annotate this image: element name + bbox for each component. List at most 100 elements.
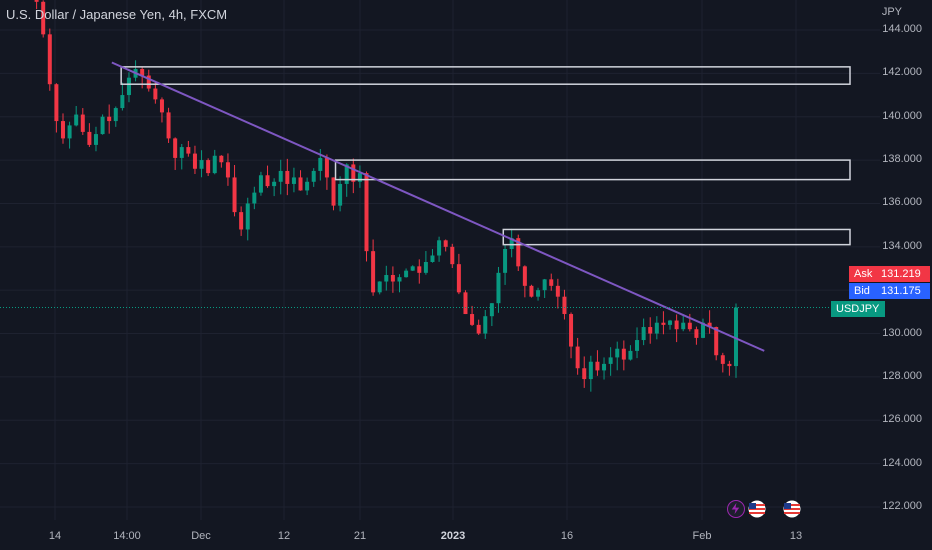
candle-body [621, 348, 626, 360]
candle-body [265, 175, 270, 187]
candle-body [192, 153, 197, 169]
candle-body [272, 181, 277, 187]
ask-price: 131.219 [876, 266, 930, 282]
price-tick-label: 136.000 [882, 196, 922, 209]
candle-body [338, 183, 343, 206]
candle-body [54, 84, 59, 122]
bid-price: 131.175 [876, 283, 930, 299]
candle-body [648, 327, 653, 334]
candle-body [668, 320, 673, 325]
candle-body [298, 177, 303, 191]
candle-body [681, 322, 686, 330]
candle-body [430, 255, 435, 262]
candle-body [569, 314, 574, 347]
lightning-icon[interactable] [727, 500, 745, 518]
candle-body [615, 348, 620, 358]
resistance-zone [334, 159, 851, 181]
resistance-zone [502, 228, 851, 246]
candle-body [608, 357, 613, 364]
candle-body [555, 285, 560, 297]
us-flag-icon[interactable] [783, 500, 801, 518]
time-tick-label: 2023 [440, 530, 466, 542]
candle-body [245, 203, 250, 230]
candle-body [199, 160, 204, 169]
time-tick-label: 16 [560, 530, 574, 542]
candle-body [516, 238, 521, 267]
candle-body [509, 238, 514, 249]
candle-body [219, 155, 224, 163]
candle-body [212, 155, 217, 174]
price-tick-label: 138.000 [882, 153, 922, 166]
candle-body [476, 324, 481, 334]
candle-body [562, 296, 567, 315]
candle-body [146, 75, 151, 89]
candle-body [113, 108, 118, 122]
candle-body [437, 240, 442, 256]
candle-body [285, 170, 290, 184]
candle-body [384, 275, 389, 282]
bid-label: Bid [849, 283, 879, 299]
candle-body [417, 266, 422, 273]
candle-body [126, 77, 131, 96]
candle-body [206, 160, 211, 174]
time-tick-label: 14:00 [113, 530, 141, 542]
candle-body [311, 170, 316, 182]
candle-body [588, 361, 593, 380]
candle-body [727, 363, 732, 367]
candle-body [628, 350, 633, 360]
candle-body [34, 0, 39, 2]
candle-body [305, 181, 310, 191]
candle-body [714, 327, 719, 356]
candle-body [423, 261, 428, 273]
candle-body [450, 246, 455, 265]
candle-body [159, 99, 164, 113]
candle-body [232, 177, 237, 213]
candle-body [443, 240, 448, 247]
candle-body [489, 303, 494, 317]
candle-body [536, 290, 541, 297]
candle-body [324, 157, 329, 178]
candle-body [470, 314, 475, 325]
currency-unit: JPY [881, 6, 902, 18]
candle-body [153, 88, 158, 100]
candle-body [47, 34, 52, 85]
candle-body [522, 266, 527, 286]
candle-body [734, 307, 738, 367]
candle-body [252, 192, 257, 204]
price-tick-label: 128.000 [882, 369, 922, 382]
candle-body [720, 355, 725, 364]
candle-body [397, 277, 402, 282]
candle-body [67, 125, 72, 139]
candle-body [173, 138, 178, 158]
candle-body [87, 131, 92, 145]
price-tick-label: 122.000 [882, 500, 922, 512]
candle-body [107, 116, 112, 122]
candle-body [575, 346, 580, 369]
candle-body [364, 173, 369, 252]
us-flag-icon[interactable] [748, 500, 766, 518]
candle-body [377, 281, 382, 293]
candle-body [503, 248, 508, 273]
candle-body [687, 322, 692, 330]
candle-body [100, 116, 105, 135]
chart-title: U.S. Dollar / Japanese Yen, 4h, FXCM [6, 7, 228, 22]
candle-body [463, 292, 468, 315]
candle-body [357, 173, 362, 182]
price-tick-label: 124.000 [882, 456, 922, 469]
candle-body [542, 279, 547, 291]
candle-body [74, 114, 79, 126]
candle-body [318, 157, 323, 171]
candle-body [641, 327, 646, 341]
time-tick-label: Dec [191, 530, 211, 542]
candle-body [93, 134, 98, 145]
trendline [111, 61, 765, 352]
symbol-badge[interactable]: USDJPY [831, 301, 885, 317]
candle-body [331, 177, 336, 206]
price-tick-label: 130.000 [882, 326, 922, 339]
candle-body [225, 162, 230, 178]
candle-body [674, 320, 679, 330]
candle-body [456, 264, 461, 293]
candle-body [239, 212, 244, 230]
candle-body [166, 112, 171, 139]
